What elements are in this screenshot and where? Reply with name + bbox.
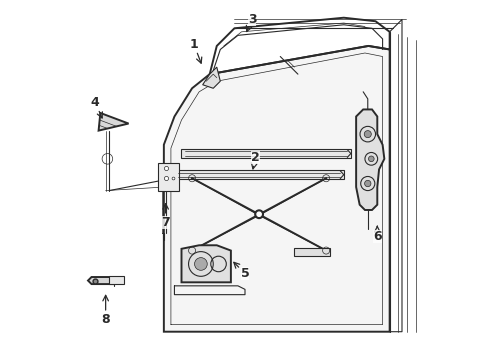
Polygon shape <box>203 67 220 88</box>
Polygon shape <box>181 245 231 282</box>
Circle shape <box>365 180 371 187</box>
Text: 4: 4 <box>91 96 102 118</box>
Polygon shape <box>98 113 128 131</box>
Circle shape <box>255 210 263 219</box>
FancyBboxPatch shape <box>174 171 344 179</box>
Circle shape <box>257 212 261 216</box>
Text: 7: 7 <box>161 203 170 229</box>
FancyBboxPatch shape <box>158 163 179 191</box>
Text: 8: 8 <box>101 295 110 326</box>
Circle shape <box>195 258 207 270</box>
FancyBboxPatch shape <box>181 149 351 158</box>
Text: 3: 3 <box>246 13 256 32</box>
Polygon shape <box>164 46 390 332</box>
Text: 5: 5 <box>234 262 249 280</box>
FancyBboxPatch shape <box>294 248 330 256</box>
FancyBboxPatch shape <box>109 276 123 284</box>
Circle shape <box>364 131 371 138</box>
Polygon shape <box>356 109 384 210</box>
Circle shape <box>368 156 374 162</box>
Text: 2: 2 <box>251 150 260 169</box>
Text: 1: 1 <box>190 38 202 63</box>
Text: 6: 6 <box>373 226 382 243</box>
Polygon shape <box>88 277 120 284</box>
